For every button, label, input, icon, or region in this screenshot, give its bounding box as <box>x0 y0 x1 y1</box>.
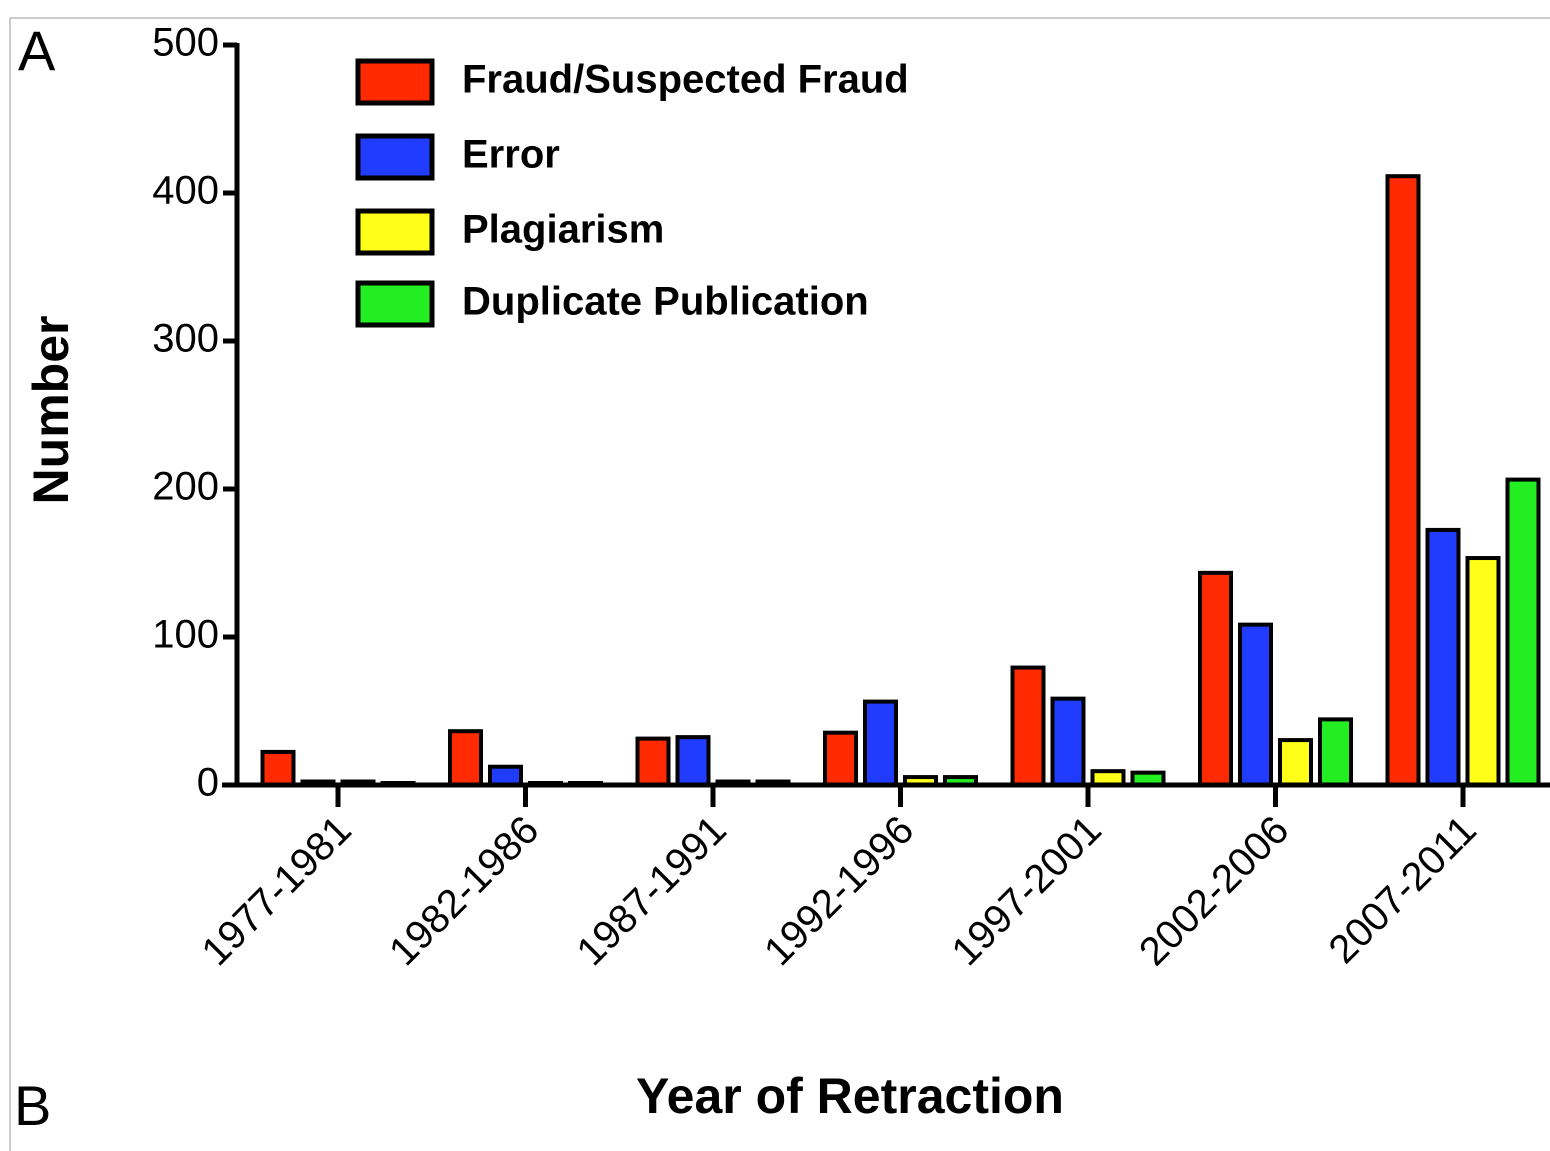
bar <box>488 764 523 787</box>
bar <box>260 749 296 787</box>
legend-label: Duplicate Publication <box>462 280 869 324</box>
bar <box>823 730 858 787</box>
frame <box>9 17 1550 1151</box>
bar <box>1385 174 1421 787</box>
legend-swatch <box>355 58 435 106</box>
bar <box>1318 717 1353 787</box>
x-tick-label: 1977-1981 <box>193 808 359 974</box>
x-tick-label: 2007-2011 <box>1321 808 1485 972</box>
legend-label: Error <box>462 133 560 177</box>
panel-label: A <box>18 19 56 82</box>
legend-label: Plagiarism <box>462 208 664 252</box>
legend-label: Fraud/Suspected Fraud <box>462 58 909 102</box>
y-tick-label: 200 <box>152 465 219 509</box>
panel-label: B <box>14 1074 51 1137</box>
bar <box>1425 527 1461 787</box>
bar <box>863 699 898 787</box>
y-axis-title: Number <box>23 316 79 505</box>
bar <box>1278 738 1313 788</box>
bar <box>1050 696 1086 788</box>
legend-swatch <box>355 133 435 181</box>
bar <box>1465 556 1501 787</box>
bar <box>1010 665 1046 787</box>
y-tick-label: 100 <box>152 613 219 657</box>
x-tick-label: 1997-2001 <box>943 808 1109 974</box>
x-tick-label: 1987-1991 <box>568 808 734 974</box>
y-tick-label: 300 <box>152 317 219 361</box>
bar <box>448 729 483 788</box>
bar <box>1505 477 1541 787</box>
x-tick-label: 1992-1996 <box>756 808 922 974</box>
x-tick-label: 2002-2006 <box>1131 808 1297 974</box>
bar <box>635 736 671 787</box>
x-tick-label: 1982-1986 <box>381 808 547 974</box>
y-tick-label: 0 <box>197 761 219 805</box>
bar <box>675 735 711 787</box>
legend-swatch <box>355 280 435 328</box>
y-tick-label: 500 <box>152 21 219 65</box>
y-tick-label: 400 <box>152 169 219 213</box>
bar <box>1198 570 1233 788</box>
legend-swatch <box>355 208 435 256</box>
x-axis-title: Year of Retraction <box>636 1068 1064 1124</box>
bar <box>1238 622 1273 788</box>
